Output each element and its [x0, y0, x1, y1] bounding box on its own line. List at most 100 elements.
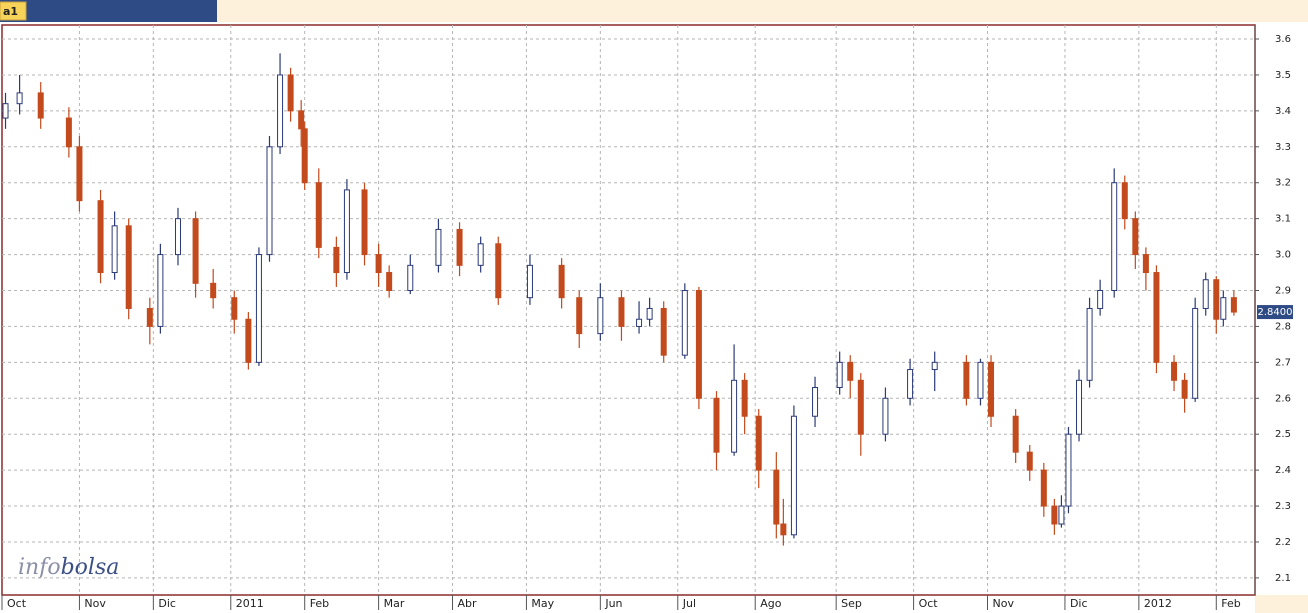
tab[interactable] — [0, 1, 27, 21]
candle-body — [435, 228, 442, 266]
corner — [1255, 595, 1308, 613]
last-price-box — [1257, 305, 1293, 320]
candle-body — [386, 272, 393, 291]
candle-body — [963, 361, 970, 399]
candle-body — [16, 92, 23, 105]
candle-body — [146, 307, 153, 327]
watermark-info: info — [18, 555, 61, 580]
candle-body — [65, 117, 72, 148]
candle-body — [907, 369, 914, 399]
x-tick-label: May — [531, 597, 554, 610]
x-tick-label: 2012 — [1144, 597, 1172, 610]
candle-body — [1171, 361, 1178, 381]
candle-body — [636, 318, 643, 327]
candle-body — [2, 103, 9, 119]
y-tick-label: 3.0 — [1275, 250, 1291, 261]
x-tick-label: Nov — [84, 597, 106, 610]
y-tick-label: 3.2 — [1275, 178, 1291, 189]
candle-body — [882, 397, 889, 435]
candle-body — [646, 307, 653, 320]
y-tick-label: 2.3 — [1275, 501, 1291, 512]
candle-body — [1065, 433, 1072, 507]
x-tick-label: Nov — [993, 597, 1015, 610]
candle-body — [111, 225, 118, 274]
candle-body — [977, 361, 984, 399]
candle-body — [847, 361, 854, 381]
y-tick-label: 3.4 — [1275, 106, 1291, 117]
x-tick-label: Ago — [760, 597, 782, 610]
candle-body — [1012, 415, 1019, 453]
candle-body — [495, 243, 502, 299]
candle-body — [375, 254, 382, 274]
last-price-label: 2.8400 — [1258, 307, 1293, 318]
candle-body — [1086, 307, 1093, 381]
candle-body — [836, 361, 843, 388]
candle-body — [76, 146, 83, 202]
candle-body — [1181, 379, 1188, 399]
y-tick-label: 3.3 — [1275, 142, 1291, 153]
y-tick-label: 2.7 — [1275, 357, 1291, 368]
candle-body — [456, 228, 463, 266]
candle-body — [1153, 272, 1160, 363]
candle-body — [857, 379, 864, 435]
candle-body — [1111, 182, 1118, 291]
candle-body — [277, 74, 284, 148]
candle-body — [407, 264, 414, 291]
candle-body — [780, 523, 787, 536]
candle-body — [1220, 297, 1227, 320]
y-tick-label: 3.6 — [1275, 34, 1291, 45]
candle-body — [1076, 379, 1083, 435]
candle-body — [618, 297, 625, 327]
candle-body — [477, 243, 484, 266]
candle-body — [988, 361, 995, 417]
candle-body — [713, 397, 720, 453]
candle-body — [558, 264, 565, 299]
y-tick-label: 2.1 — [1275, 573, 1291, 584]
candle-body — [1230, 297, 1237, 313]
x-tick-label: Feb — [310, 597, 329, 610]
y-tick-label: 2.4 — [1275, 465, 1291, 476]
candle-body — [231, 297, 238, 320]
candle-body — [298, 110, 305, 130]
candle-body — [1051, 505, 1058, 525]
candle-body — [526, 264, 533, 299]
candle-body — [812, 386, 819, 417]
y-tick-label: 3.5 — [1275, 70, 1291, 81]
candle-body — [361, 189, 368, 256]
candle-body — [1121, 182, 1128, 220]
x-tick-label: Feb — [1221, 597, 1240, 610]
x-tick-label: Mar — [384, 597, 405, 610]
candle-body — [1097, 289, 1104, 309]
candle-body — [660, 307, 667, 356]
y-tick-label: 2.2 — [1275, 537, 1291, 548]
y-tick-label: 2.6 — [1275, 393, 1291, 404]
candle-body — [192, 218, 199, 284]
candle-body — [245, 318, 252, 363]
candle-body — [597, 297, 604, 335]
candle-body — [1142, 254, 1149, 274]
candle-body — [681, 289, 688, 356]
x-tick-label: Sep — [841, 597, 862, 610]
candle-body — [287, 74, 294, 112]
candle-body — [174, 218, 181, 256]
x-tick-label: Oct — [7, 597, 27, 610]
candle-body — [741, 379, 748, 417]
candle-body — [773, 469, 780, 525]
tab-label: a1 — [3, 5, 18, 18]
candle-body — [1058, 505, 1065, 525]
x-tick-label: Jun — [604, 597, 622, 610]
watermark-bolsa: bolsa — [61, 555, 120, 580]
y-tick-label: 3.1 — [1275, 214, 1291, 225]
y-tick-label: 2.9 — [1275, 285, 1291, 296]
candle-body — [576, 297, 583, 335]
candle-body — [695, 289, 702, 399]
x-tick-label: Oct — [919, 597, 939, 610]
candle-body — [343, 189, 350, 274]
top-bar — [0, 0, 1308, 22]
x-tick-label: 2011 — [236, 597, 264, 610]
y-tick-label: 2.8 — [1275, 321, 1291, 332]
watermark: infobolsa — [18, 555, 119, 580]
y-tick-label: 2.5 — [1275, 429, 1291, 440]
candle-body — [97, 200, 104, 274]
